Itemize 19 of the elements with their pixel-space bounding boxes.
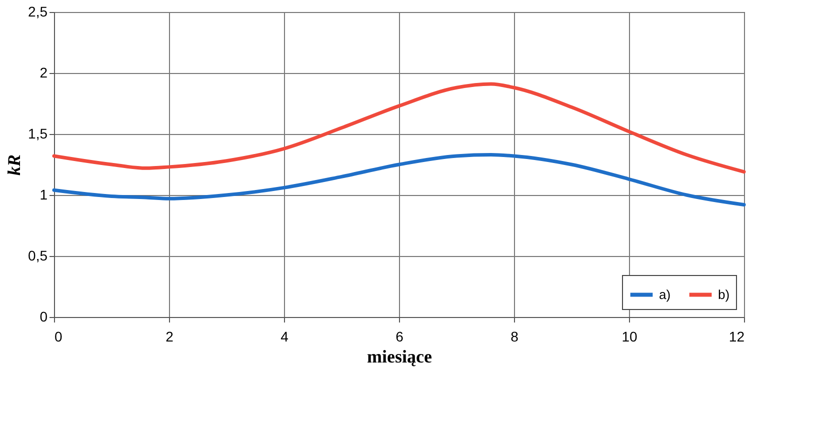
y-tick-label: 1: [40, 186, 48, 202]
x-axis-title: miesiące: [367, 346, 432, 366]
legend-label: a): [659, 286, 671, 302]
y-tick-label: 2: [40, 64, 48, 80]
line-series: [52, 82, 746, 174]
y-tick-label: 1,5: [28, 126, 48, 142]
line-series: [52, 152, 746, 207]
x-tick-label: 4: [280, 328, 289, 344]
x-tick-label: 8: [510, 328, 519, 344]
x-tick-label: 2: [166, 328, 174, 344]
x-tick-label: 6: [396, 328, 404, 344]
y-tick-label: 0,5: [28, 248, 48, 264]
y-tick-label: 2,5: [28, 4, 48, 20]
x-tick-label: 12: [728, 328, 745, 344]
x-tick-label: 0: [54, 328, 62, 344]
y-axis-title: kR: [4, 154, 24, 176]
legend-label: b): [718, 286, 730, 302]
y-tick-label: 0: [40, 308, 48, 324]
x-tick-label: 10: [622, 328, 638, 344]
